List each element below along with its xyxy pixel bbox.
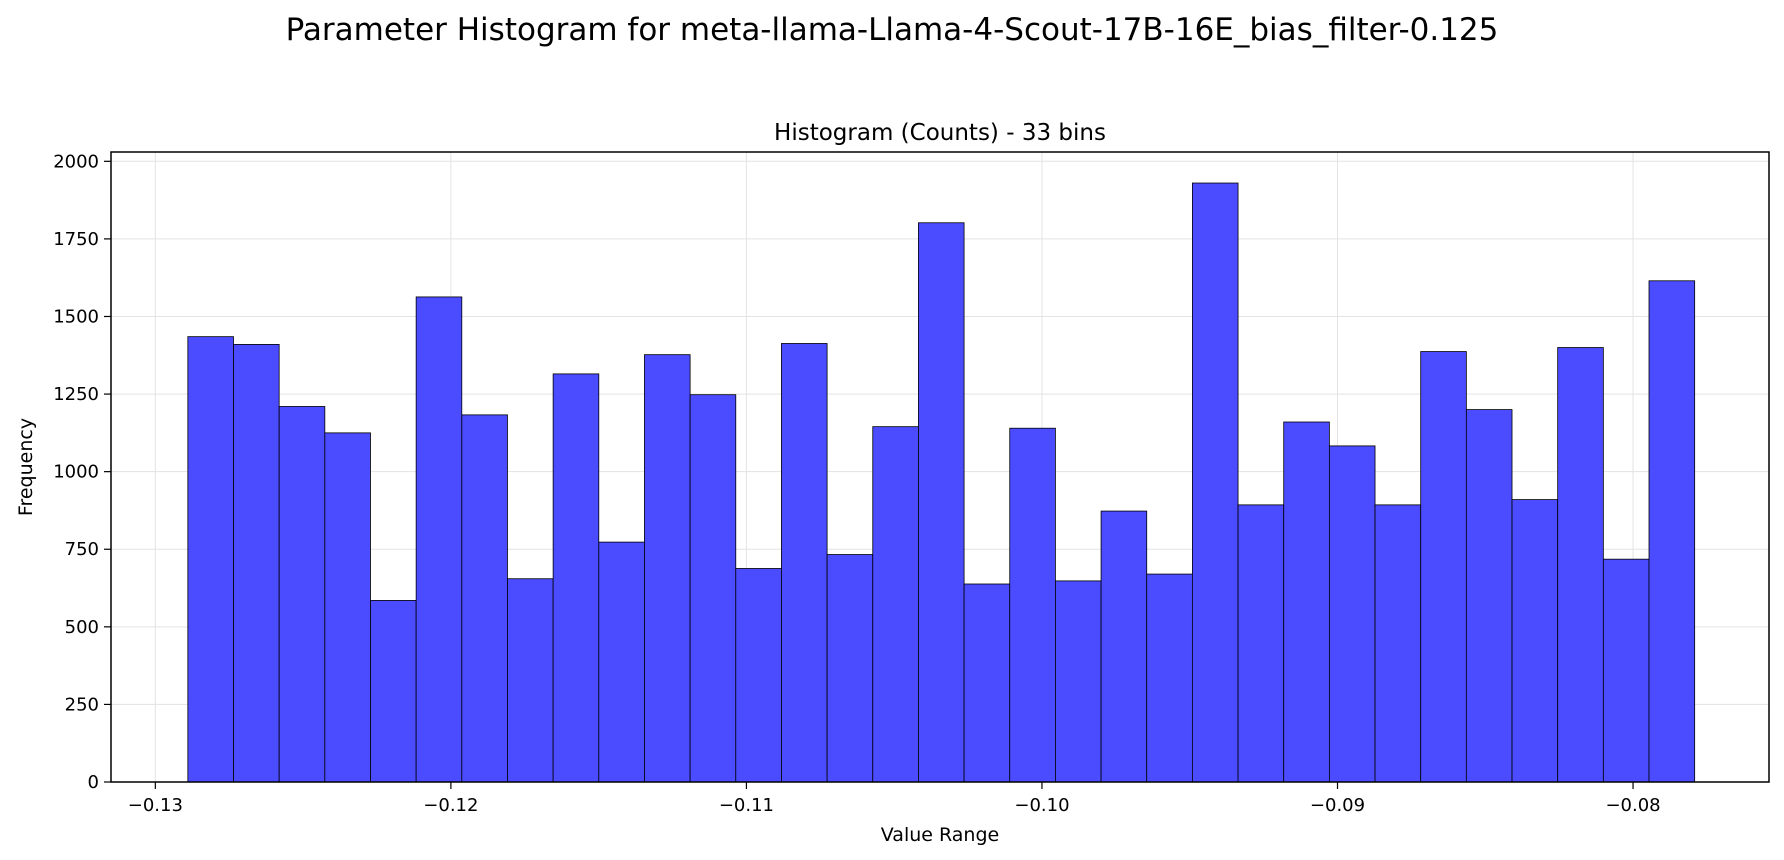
histogram-bar bbox=[826, 554, 874, 783]
plot-frame bbox=[110, 151, 1770, 783]
x-tick-label: −0.09 bbox=[1310, 795, 1365, 816]
histogram-bars bbox=[187, 182, 1696, 783]
histogram-bar bbox=[872, 426, 919, 783]
histogram-bar bbox=[598, 541, 645, 783]
histogram-bar bbox=[644, 354, 691, 783]
histogram-bar bbox=[1557, 347, 1604, 783]
histogram-bar bbox=[1511, 499, 1559, 783]
histogram-bar bbox=[1602, 558, 1650, 783]
histogram-bar bbox=[1237, 504, 1285, 783]
histogram-bar bbox=[781, 343, 828, 783]
histogram-bar bbox=[689, 394, 737, 783]
y-tick-label: 2000 bbox=[53, 151, 99, 172]
y-axis-ticks: 0 250 500 750 1000 1250 1500 1750 2000 bbox=[53, 151, 111, 793]
plot-title: Histogram (Counts) - 33 bins bbox=[774, 120, 1106, 146]
histogram-bar bbox=[1100, 510, 1148, 783]
x-tick-label: −0.13 bbox=[128, 795, 183, 816]
histogram-bar bbox=[1055, 580, 1102, 783]
y-tick-label: 1250 bbox=[53, 384, 99, 405]
x-tick-label: −0.11 bbox=[719, 795, 774, 816]
histogram-bar bbox=[278, 406, 326, 783]
y-tick-label: 1500 bbox=[53, 306, 99, 327]
histogram-bar bbox=[552, 373, 600, 783]
histogram-bar bbox=[415, 296, 463, 783]
histogram-bar bbox=[507, 578, 554, 783]
histogram-bar bbox=[1374, 504, 1422, 783]
x-axis-title: Value Range bbox=[881, 824, 999, 846]
x-tick-label: −0.08 bbox=[1605, 795, 1660, 816]
y-tick-label: 0 bbox=[88, 772, 99, 793]
histogram-bar bbox=[461, 414, 508, 783]
x-tick-label: −0.12 bbox=[423, 795, 478, 816]
y-tick-label: 1000 bbox=[53, 462, 99, 483]
y-tick-label: 1750 bbox=[53, 229, 99, 250]
y-tick-label: 250 bbox=[65, 694, 99, 715]
histogram-bar bbox=[1009, 427, 1056, 783]
histogram-bar bbox=[1465, 409, 1513, 783]
histogram-bar bbox=[187, 336, 234, 783]
x-axis-ticks: −0.13 −0.12 −0.11 −0.10 −0.09 −0.08 bbox=[128, 782, 1661, 816]
y-axis-title: Frequency bbox=[15, 418, 37, 516]
histogram-bar bbox=[1283, 421, 1330, 783]
histogram-bar bbox=[735, 568, 782, 783]
y-tick-label: 500 bbox=[65, 617, 99, 638]
histogram-bar bbox=[1191, 182, 1239, 783]
histogram-bar bbox=[233, 344, 280, 783]
histogram-bar bbox=[963, 583, 1011, 783]
x-tick-label: −0.10 bbox=[1014, 795, 1069, 816]
figure-title: Parameter Histogram for meta-llama-Llama… bbox=[285, 12, 1499, 48]
histogram-bar bbox=[1648, 280, 1696, 783]
histogram-bar bbox=[370, 600, 417, 783]
histogram-bar bbox=[1420, 351, 1467, 783]
histogram-bar bbox=[1328, 445, 1376, 783]
histogram-bar bbox=[918, 222, 965, 783]
histogram-bar bbox=[324, 432, 371, 783]
histogram-bar bbox=[1146, 573, 1193, 783]
y-tick-label: 750 bbox=[65, 539, 99, 560]
